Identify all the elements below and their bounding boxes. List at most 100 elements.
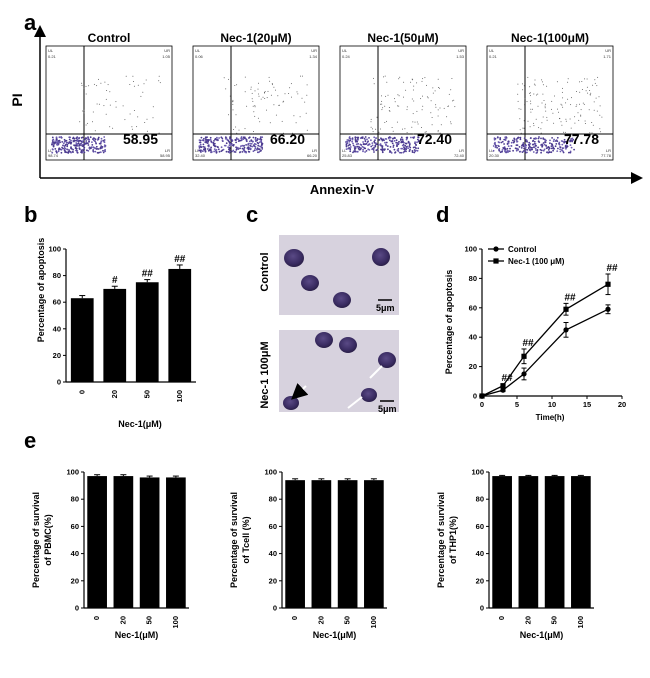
event-dot [247,150,250,153]
event-dot [373,151,375,153]
event-dot [518,108,520,110]
event-dot [362,148,364,151]
event-dot [231,144,234,147]
event-dot [261,136,264,139]
event-dot [385,143,387,146]
event-dot [529,95,531,97]
event-dot [435,104,437,106]
event-dot [278,104,280,106]
event-dot [363,147,366,150]
event-dot [247,142,250,145]
event-dot [281,120,283,122]
event-dot [534,142,537,145]
event-dot [349,148,352,151]
event-dot [526,139,528,142]
quadrant-label: UL [195,48,201,53]
event-dot [529,143,532,145]
event-dot [348,140,351,143]
event-dot [407,141,410,144]
event-dot [58,147,61,150]
event-dot [493,138,496,141]
event-dot [76,136,79,139]
x-tick-label: 20 [316,616,325,624]
event-dot [271,83,273,85]
event-dot [430,112,432,114]
event-dot [400,136,403,139]
event-dot [69,136,72,139]
event-dot [389,150,392,153]
event-dot [532,151,535,153]
event-dot [506,150,509,152]
event-dot [203,137,205,140]
event-dot [96,85,98,87]
event-dot [401,144,404,147]
event-dot [68,141,71,143]
event-dot [400,151,402,154]
event-dot [271,84,273,86]
event-dot [414,121,416,123]
event-dot [550,143,553,145]
x-tick-label: 20 [523,616,532,624]
event-dot [522,143,525,146]
event-dot [384,122,386,123]
event-dot [414,146,416,149]
event-dot [554,145,557,148]
event-dot [533,93,535,95]
event-dot [235,114,237,116]
event-dot [351,137,354,140]
event-dot [388,137,390,140]
event-dot [374,145,377,148]
panel-e: e 0 20 40 60 80 100 0 20 50 100 Percentage of surv… [24,428,594,640]
event-dot [293,115,295,117]
event-dot [417,136,419,139]
event-dot [451,78,453,79]
flow-plot-title: Nec-1(50μM) [367,31,438,45]
event-dot [229,95,231,97]
event-dot [63,138,66,141]
event-dot [540,149,543,152]
event-dot [64,147,67,150]
event-dot [438,87,439,88]
event-dot [403,141,405,144]
event-dot [562,106,564,108]
event-dot [248,137,250,139]
event-dot [356,145,359,148]
event-dot [87,150,90,152]
event-dot [415,149,417,152]
event-dot [536,94,537,96]
event-dot [525,144,528,147]
event-dot [409,148,411,151]
quadrant-value: 1.53 [456,54,465,59]
event-dot [586,86,588,88]
event-dot [496,146,498,149]
event-dot [217,146,219,149]
event-dot [92,111,94,113]
event-dot [212,144,215,147]
event-dot [236,138,238,141]
event-dot [221,139,224,142]
event-dot [254,90,256,92]
event-dot [228,144,231,147]
x-tick-label: 0 [480,400,484,409]
event-dot [538,141,541,144]
flow-plot-title: Control [88,31,131,45]
event-dot [109,91,111,93]
event-dot [362,143,365,146]
bar [285,480,305,608]
event-dot [401,138,404,141]
event-dot [494,141,496,144]
event-dot [567,81,569,83]
event-dot [416,121,418,123]
x-tick-label: 20 [618,400,626,409]
event-dot [426,84,427,86]
event-dot [554,140,557,142]
event-dot [301,97,303,99]
event-dot [199,143,202,146]
event-dot [507,142,510,144]
event-dot [520,132,522,134]
survival-ylabel: of THP1(%) [448,516,458,564]
event-dot [87,144,90,146]
event-dot [199,149,202,152]
event-dot [413,100,415,102]
event-dot [535,152,538,154]
